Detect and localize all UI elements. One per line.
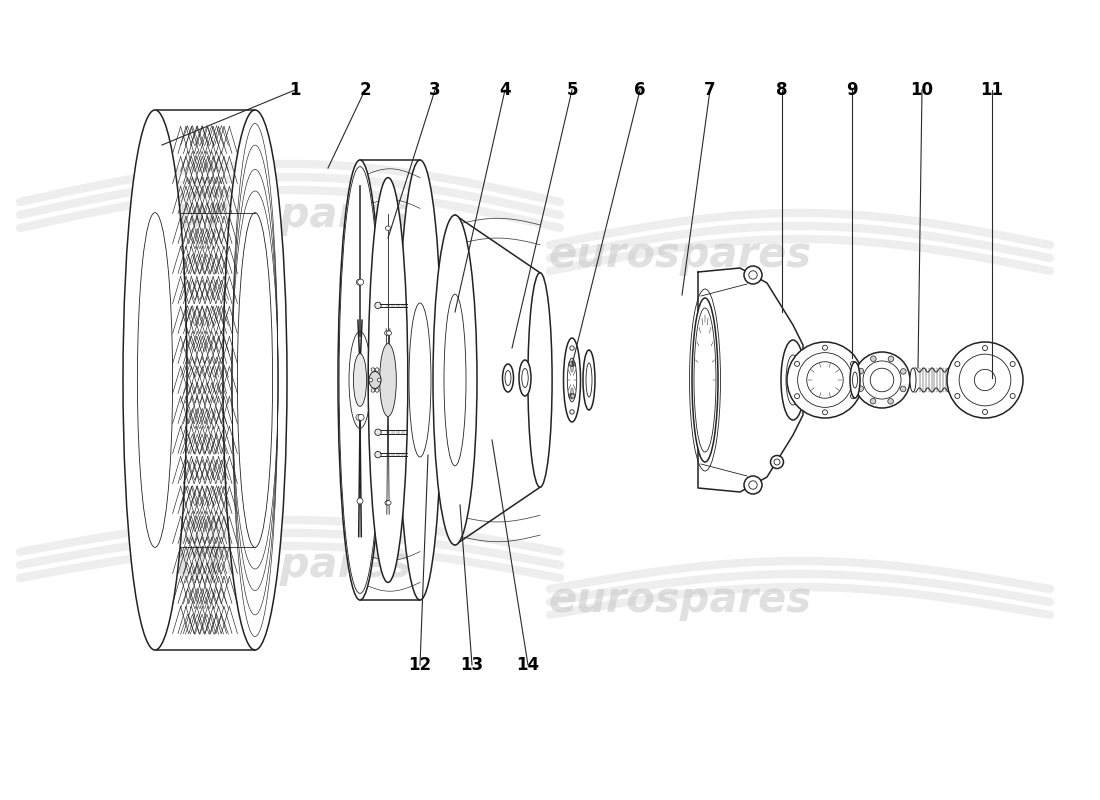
Ellipse shape [398, 160, 442, 600]
Circle shape [854, 352, 910, 408]
Circle shape [371, 368, 375, 371]
Text: eurospares: eurospares [549, 234, 812, 276]
Text: 8: 8 [777, 81, 788, 99]
Text: 14: 14 [516, 656, 540, 674]
Circle shape [744, 476, 762, 494]
Circle shape [770, 455, 783, 469]
Text: 6: 6 [635, 81, 646, 99]
Ellipse shape [353, 354, 366, 406]
Circle shape [858, 386, 864, 391]
Circle shape [850, 394, 856, 398]
Ellipse shape [385, 226, 390, 230]
Ellipse shape [505, 370, 512, 386]
Circle shape [371, 389, 375, 392]
Text: 1: 1 [289, 81, 300, 99]
Circle shape [850, 362, 856, 366]
Ellipse shape [138, 213, 173, 547]
Ellipse shape [385, 501, 389, 505]
Circle shape [358, 498, 363, 504]
Ellipse shape [368, 178, 408, 582]
Ellipse shape [781, 340, 805, 420]
Text: 5: 5 [566, 81, 578, 99]
Ellipse shape [583, 350, 595, 410]
Ellipse shape [223, 110, 287, 650]
Circle shape [955, 362, 960, 366]
Circle shape [377, 378, 381, 382]
Circle shape [794, 394, 800, 398]
Ellipse shape [368, 371, 381, 389]
Ellipse shape [503, 364, 514, 392]
Circle shape [1010, 362, 1015, 366]
Circle shape [888, 356, 894, 362]
Circle shape [356, 414, 362, 420]
Ellipse shape [385, 331, 389, 335]
Text: 10: 10 [911, 81, 934, 99]
Circle shape [570, 346, 574, 350]
Circle shape [375, 451, 382, 458]
Text: eurospares: eurospares [148, 194, 411, 236]
Text: 3: 3 [429, 81, 441, 99]
Ellipse shape [444, 294, 466, 466]
Circle shape [900, 386, 906, 392]
Circle shape [823, 345, 827, 350]
Circle shape [982, 346, 988, 350]
Ellipse shape [123, 110, 187, 650]
Ellipse shape [386, 331, 392, 335]
Circle shape [570, 410, 574, 414]
Ellipse shape [433, 215, 477, 545]
Ellipse shape [528, 273, 552, 487]
Text: 7: 7 [704, 81, 716, 99]
Ellipse shape [910, 368, 916, 392]
Circle shape [888, 398, 893, 404]
Circle shape [823, 410, 827, 414]
Circle shape [744, 266, 762, 284]
Circle shape [794, 362, 800, 366]
Circle shape [571, 394, 575, 398]
Text: 9: 9 [846, 81, 858, 99]
Circle shape [1010, 394, 1015, 398]
Ellipse shape [379, 343, 396, 417]
Circle shape [955, 394, 960, 398]
Text: 12: 12 [408, 656, 431, 674]
Circle shape [375, 302, 382, 309]
Circle shape [870, 398, 876, 404]
Text: 11: 11 [980, 81, 1003, 99]
Circle shape [975, 370, 996, 390]
Circle shape [901, 369, 906, 374]
Circle shape [368, 378, 373, 382]
Text: 4: 4 [499, 81, 510, 99]
Circle shape [375, 368, 378, 371]
Circle shape [358, 414, 364, 420]
Text: eurospares: eurospares [148, 544, 411, 586]
Ellipse shape [338, 160, 382, 600]
Circle shape [375, 389, 378, 392]
Ellipse shape [409, 303, 431, 457]
Text: eurospares: eurospares [549, 579, 812, 621]
Circle shape [749, 270, 757, 279]
Ellipse shape [850, 362, 860, 398]
Ellipse shape [692, 298, 718, 462]
Circle shape [749, 481, 757, 489]
Circle shape [358, 279, 364, 285]
Circle shape [870, 356, 877, 362]
Text: 2: 2 [360, 81, 371, 99]
Circle shape [982, 410, 988, 414]
Circle shape [569, 394, 573, 398]
Ellipse shape [563, 338, 581, 422]
Circle shape [858, 368, 864, 374]
Circle shape [569, 362, 573, 366]
Ellipse shape [519, 360, 531, 396]
Circle shape [786, 342, 864, 418]
Circle shape [571, 362, 575, 366]
Ellipse shape [386, 501, 392, 505]
Text: 13: 13 [461, 656, 484, 674]
Circle shape [375, 429, 382, 435]
Circle shape [947, 342, 1023, 418]
Circle shape [356, 279, 362, 285]
Ellipse shape [238, 213, 273, 547]
